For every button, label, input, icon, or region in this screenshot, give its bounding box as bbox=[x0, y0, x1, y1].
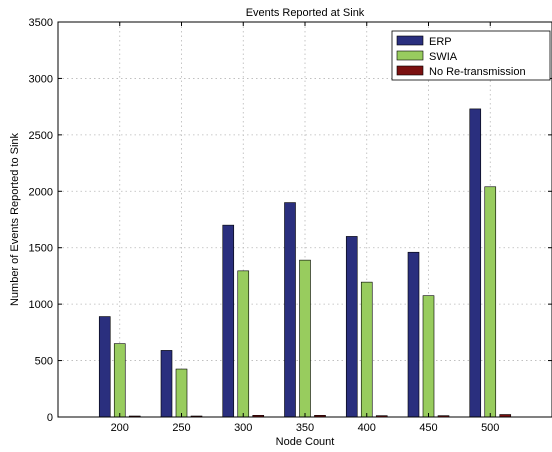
x-axis-title: Node Count bbox=[276, 436, 335, 448]
bar-erp bbox=[407, 251, 420, 418]
y-axis-title: Number of Events Reported to Sink bbox=[9, 132, 21, 306]
bar-swia bbox=[299, 259, 311, 418]
chart-title: Events Reported at Sink bbox=[246, 7, 365, 19]
legend-label: No Re-transmission bbox=[429, 66, 526, 78]
legend-label: ERP bbox=[429, 36, 452, 48]
y-tick-label: 2000 bbox=[29, 186, 53, 198]
x-tick-label: 450 bbox=[419, 422, 437, 434]
bar-erp bbox=[284, 202, 296, 418]
legend: ERP SWIA No Re-transmission bbox=[391, 30, 551, 81]
x-tick-label: 300 bbox=[234, 422, 252, 434]
y-tick-label: 0 bbox=[47, 412, 53, 424]
legend-label: SWIA bbox=[429, 51, 458, 63]
bar-erp bbox=[222, 224, 235, 418]
axis-ticks: 0 500 1000 1500 2000 2500 3000 3500 200 250 300 350… bbox=[29, 17, 552, 434]
bar-swia bbox=[484, 186, 497, 418]
bar-erp bbox=[98, 316, 111, 418]
bar-swia bbox=[175, 368, 188, 418]
bar-erp bbox=[469, 108, 482, 418]
x-tick-label: 500 bbox=[481, 422, 499, 434]
y-tick-label: 500 bbox=[35, 356, 53, 368]
bar-swia bbox=[113, 343, 126, 418]
y-tick-label: 1000 bbox=[29, 299, 53, 311]
legend-swatch bbox=[396, 35, 424, 46]
x-tick-label: 250 bbox=[172, 422, 190, 434]
x-tick-label: 350 bbox=[296, 422, 314, 434]
y-tick-label: 2500 bbox=[29, 130, 53, 142]
bar-erp bbox=[345, 236, 358, 418]
y-tick-label: 3500 bbox=[29, 17, 53, 29]
bar-swia bbox=[360, 281, 373, 418]
bar-swia bbox=[237, 270, 250, 418]
y-tick-label: 1500 bbox=[29, 243, 53, 255]
bar-swia bbox=[422, 295, 435, 418]
legend-swatch bbox=[396, 65, 424, 76]
legend-swatch bbox=[396, 50, 424, 61]
x-tick-label: 400 bbox=[358, 422, 376, 434]
y-tick-label: 3000 bbox=[29, 73, 53, 85]
bar-erp bbox=[160, 350, 173, 418]
x-tick-label: 200 bbox=[111, 422, 129, 434]
